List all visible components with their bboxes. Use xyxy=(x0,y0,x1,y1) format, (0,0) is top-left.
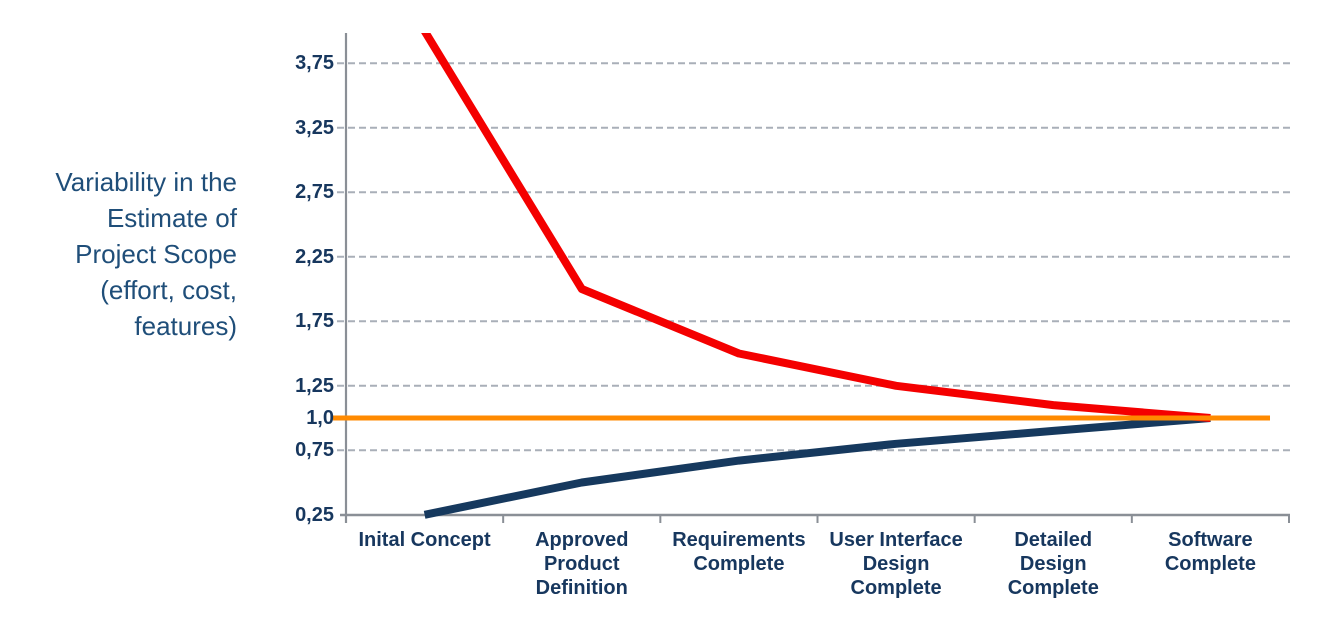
x-category-label: Software Complete xyxy=(1164,529,1256,575)
y-tick-label: 1,25 xyxy=(295,374,334,397)
x-category-label: Requirements Complete xyxy=(672,529,806,575)
gridlines xyxy=(337,62,1292,452)
x-category-label: User Interface Design Complete xyxy=(829,529,963,599)
x-category-label: Approved Product Definition xyxy=(535,529,629,599)
y-tick-label: 2,75 xyxy=(295,181,334,204)
y-tick-label: 1,0 xyxy=(306,407,334,429)
upper-estimate-line xyxy=(421,33,1211,422)
y-tick-label: 0,25 xyxy=(295,503,334,526)
y-tick-label: 2,25 xyxy=(295,245,334,268)
y-tick-label: 1,75 xyxy=(295,310,334,333)
y-tick-label: 3,75 xyxy=(295,52,334,75)
y-tick-label: 0,75 xyxy=(295,439,334,462)
series-lines xyxy=(421,33,1211,519)
lower-estimate-line xyxy=(423,414,1211,519)
axes xyxy=(340,33,1290,523)
x-category-label: Inital Concept xyxy=(358,529,491,551)
y-axis-title: Variability in the Estimate of Project S… xyxy=(55,167,237,341)
x-category-label: Detailed Design Complete xyxy=(1007,529,1099,599)
y-tick-label: 3,25 xyxy=(295,116,334,139)
